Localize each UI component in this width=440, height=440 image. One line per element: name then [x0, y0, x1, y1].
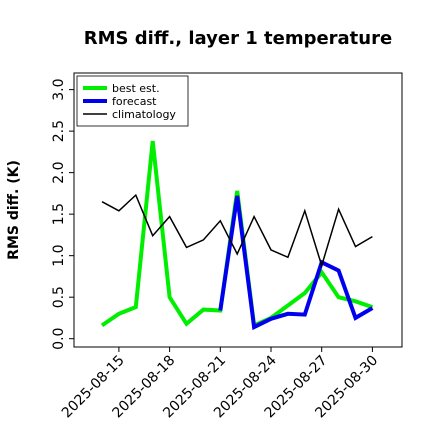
- legend-label-best-est: best est.: [112, 82, 160, 95]
- legend-label-forecast: forecast: [112, 95, 157, 108]
- y-axis: 0.0 0.5 1.0 1.5 2.0 2.5 3.0: [51, 78, 74, 350]
- x-axis: 2025-08-152025-08-182025-08-212025-08-24…: [59, 347, 381, 421]
- series-line-climatology: [101, 193, 373, 269]
- y-tick-label: 1.5: [51, 203, 67, 225]
- legend-label-climatology: climatology: [112, 108, 176, 121]
- series-line-forecast: [218, 195, 374, 331]
- y-tick-label: 0.5: [51, 286, 67, 308]
- series-line-best-est: [100, 140, 374, 329]
- y-tick-label: 2.5: [51, 120, 67, 142]
- legend: best est. forecast climatology: [76, 75, 189, 127]
- y-tick-label: 1.0: [51, 245, 67, 267]
- y-tick-label: 0.0: [51, 328, 67, 350]
- y-axis-label: RMS diff. (K): [6, 160, 22, 260]
- y-tick-label: 2.0: [51, 162, 67, 184]
- plot-area: [73, 72, 403, 348]
- chart-title: RMS diff., layer 1 temperature: [84, 28, 392, 49]
- series-layer: [100, 140, 374, 331]
- y-tick-label: 3.0: [51, 78, 67, 100]
